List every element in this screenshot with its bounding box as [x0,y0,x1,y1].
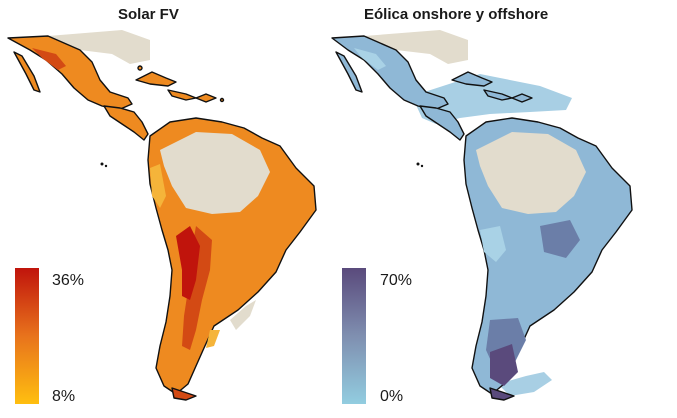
solar-pv-panel: Solar FV 36% 8% [0,0,330,418]
solar-map [7,30,317,401]
south-america-region [463,117,633,395]
solar-legend-max: 36% [52,272,85,289]
wind-map [331,30,633,401]
north-america-landmass [364,30,468,64]
mexico-region [331,35,449,111]
tierra-del-fuego [489,387,515,401]
wind-legend-colorbar [342,268,366,404]
pacific-islands [100,162,108,168]
pacific-islands [416,162,424,168]
solar-legend-colorbar [15,268,39,404]
offshore-shelf-region [412,74,572,396]
wind-legend-max: 70% [380,272,413,289]
central-america-region [419,105,465,141]
baja-peninsula [335,51,363,93]
wind-panel-title: Eólica onshore y offshore [364,6,549,23]
mexico-region [7,35,133,111]
wind-legend-min: 0% [380,388,404,405]
solar-panel-title: Solar FV [118,6,179,23]
central-america-region [103,105,149,141]
wind-panel: Eólica onshore y offshore 70% 0% [330,0,677,418]
north-america-landmass [48,30,150,64]
baja-peninsula [13,51,41,93]
caribbean-islands [135,65,225,103]
tierra-del-fuego [171,387,197,401]
solar-legend-min: 8% [52,388,76,405]
caribbean-islands [451,71,533,103]
south-america-region [147,117,317,395]
